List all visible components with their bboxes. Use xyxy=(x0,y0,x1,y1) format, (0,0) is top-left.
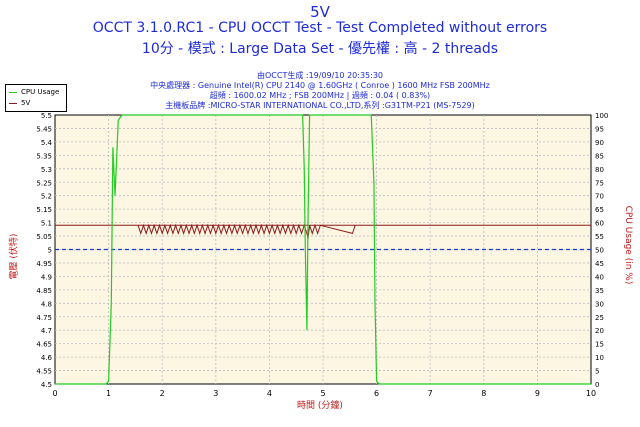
y-tick-label-right: 15 xyxy=(595,341,604,349)
y-tick-label-right: 80 xyxy=(595,166,604,174)
legend: CPU Usage 5V xyxy=(5,84,67,112)
x-tick-label: 2 xyxy=(160,389,165,398)
y-tick-label-right: 60 xyxy=(595,220,604,228)
y-tick-label-left: 5.35 xyxy=(36,152,52,160)
y-tick-label-right: 30 xyxy=(595,300,604,308)
x-axis-label: 時間 (分鐘) xyxy=(297,401,343,411)
y-tick-label-left: 4.85 xyxy=(36,287,52,295)
y-tick-label-left: 5.05 xyxy=(36,233,52,241)
x-tick-label: 8 xyxy=(481,389,486,398)
y-axis-label-right: CPU Usage (in %) xyxy=(623,205,633,285)
y-tick-label-right: 100 xyxy=(595,112,608,120)
y-tick-label-right: 25 xyxy=(595,314,604,322)
y-tick-label-left: 4.55 xyxy=(36,368,52,376)
y-tick-label-right: 35 xyxy=(595,287,604,295)
y-tick-label-left: 4.8 xyxy=(41,300,52,308)
y-axis-label-left: 電壓 (伏特) xyxy=(9,233,20,280)
y-tick-label-left: 4.6 xyxy=(41,354,53,362)
y-tick-label-left: 5.5 xyxy=(41,112,52,120)
y-tick-label-right: 20 xyxy=(595,327,604,335)
x-tick-label: 5 xyxy=(320,389,325,398)
y-tick-label-right: 85 xyxy=(595,152,604,160)
y-tick-label-right: 5 xyxy=(595,368,599,376)
y-tick-label-left: 5.45 xyxy=(36,125,52,133)
legend-item-cpu: CPU Usage xyxy=(8,87,66,97)
legend-swatch-5v xyxy=(9,103,17,104)
legend-label-cpu: CPU Usage xyxy=(21,88,60,96)
y-tick-label-right: 45 xyxy=(595,260,604,268)
y-tick-label-left: 4.75 xyxy=(36,314,52,322)
chart-subtitle-2: 10分 - 模式 : Large Data Set - 優先權 : 高 - 2 … xyxy=(141,41,499,57)
x-tick-label: 0 xyxy=(52,389,57,398)
y-tick-label-right: 0 xyxy=(595,381,599,389)
legend-item-5v: 5V xyxy=(8,98,66,108)
y-tick-label-right: 90 xyxy=(595,139,604,147)
info-generated: 由OCCT生成 :19/09/10 20:35:30 xyxy=(257,71,383,80)
y-tick-label-left: 5.25 xyxy=(36,179,52,187)
y-tick-label-left: 4.5 xyxy=(41,381,52,389)
legend-label-5v: 5V xyxy=(21,99,31,107)
x-tick-label: 4 xyxy=(267,389,272,398)
y-tick-label-left: 5.3 xyxy=(41,166,52,174)
x-tick-label: 3 xyxy=(213,389,218,398)
info-cpu: 中央處理器 : Genuine Intel(R) CPU 2140 @ 1.60… xyxy=(150,81,490,90)
x-tick-label: 1 xyxy=(106,389,111,398)
y-tick-label-right: 10 xyxy=(595,354,604,362)
y-tick-label-right: 40 xyxy=(595,273,604,281)
chart-subtitle: OCCT 3.1.0.RC1 - CPU OCCT Test - Test Co… xyxy=(92,20,548,36)
y-tick-label-left: 5.4 xyxy=(41,139,53,147)
y-tick-label-left: 5.15 xyxy=(36,206,52,214)
chart-title: 5V xyxy=(310,3,330,21)
x-tick-label: 7 xyxy=(428,389,433,398)
y-tick-label-right: 95 xyxy=(595,125,604,133)
y-tick-label-left: 4.95 xyxy=(36,260,52,268)
info-overclock: 超頻 : 1600.02 MHz ; FSB 200MHz | 過頻 : 0.0… xyxy=(209,91,431,100)
y-tick-label-right: 75 xyxy=(595,179,604,187)
y-tick-label-right: 55 xyxy=(595,233,604,241)
y-tick-label-left: 4.9 xyxy=(41,273,52,281)
series-5v-line xyxy=(137,223,356,239)
x-tick-label: 10 xyxy=(586,389,596,398)
y-tick-label-right: 65 xyxy=(595,206,604,214)
legend-swatch-cpu xyxy=(9,92,17,93)
y-tick-label-left: 5 xyxy=(48,247,52,255)
y-tick-label-left: 4.65 xyxy=(36,341,52,349)
y-tick-label-right: 50 xyxy=(595,247,604,255)
info-motherboard: 主機板品牌 :MICRO-STAR INTERNATIONAL CO.,LTD,… xyxy=(165,101,475,110)
y-tick-label-left: 5.2 xyxy=(41,193,52,201)
y-tick-label-left: 5.1 xyxy=(41,220,52,228)
x-tick-label: 9 xyxy=(535,389,540,398)
y-tick-label-left: 4.7 xyxy=(41,327,52,335)
y-tick-label-right: 70 xyxy=(595,193,604,201)
series-cpu-line xyxy=(55,114,591,385)
x-tick-label: 6 xyxy=(374,389,379,398)
